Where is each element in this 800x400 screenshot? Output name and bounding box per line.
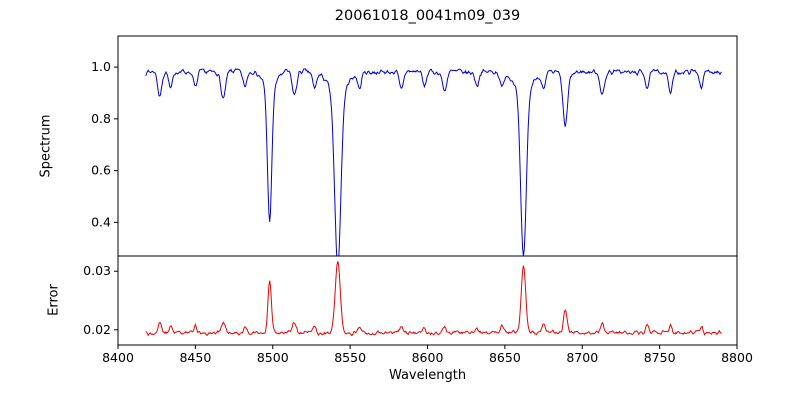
x-tick-label: 8700 [566,350,598,365]
spectrum-y-tick-label: 1.0 [91,59,111,74]
x-tick-label: 8400 [102,350,134,365]
x-tick-label: 8550 [334,350,366,365]
spectrum-y-axis-label: Spectrum [38,114,54,178]
x-tick-label: 8650 [489,350,521,365]
spectrum-panel-frame [117,35,738,257]
error-y-axis-label: Error [46,284,62,316]
x-axis-label: Wavelength [388,368,467,383]
x-tick-label: 8800 [721,350,753,365]
spectrum-y-tick-label: 0.8 [91,111,111,126]
x-tick-label: 8450 [179,350,211,365]
spectrum-line [145,68,722,256]
chart-title: 20061018_0041m09_039 [334,8,521,24]
axis-ticks: 8400 8450 8500 8550 8600 8650 8700 8750 8800 0.4 0… [83,59,753,365]
x-tick-label: 8500 [257,350,289,365]
x-tick-label: 8750 [644,350,676,365]
error-y-tick-label: 0.03 [83,263,111,278]
spectrum-y-tick-label: 0.6 [91,163,111,178]
error-y-tick-label: 0.02 [83,322,111,337]
x-tick-label: 8600 [412,350,444,365]
error-line [145,261,722,337]
error-panel-frame [117,255,738,346]
spectrum-y-tick-label: 0.4 [91,214,111,229]
